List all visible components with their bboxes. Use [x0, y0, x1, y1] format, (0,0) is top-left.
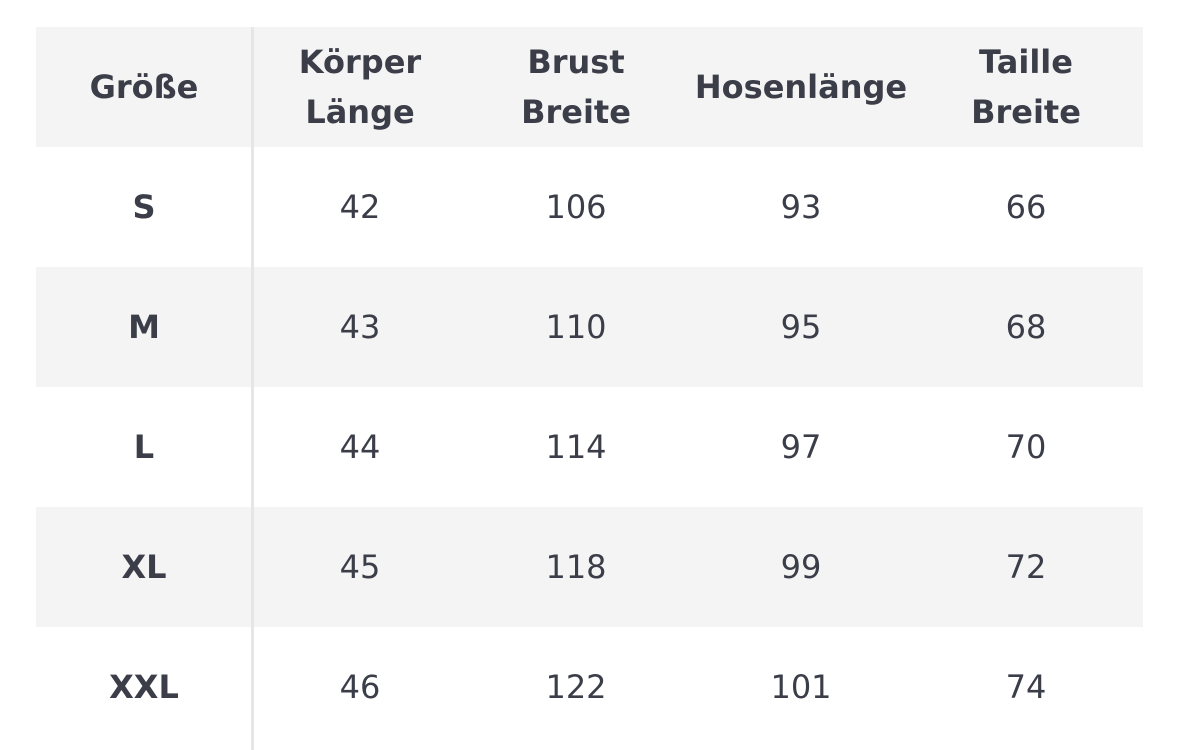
measurement: 97 [780, 428, 822, 466]
size-label: M [128, 308, 160, 346]
header-line: Taille [979, 43, 1073, 81]
measurement: 101 [770, 668, 832, 706]
measurement: 106 [545, 188, 607, 226]
measurement: 68 [1005, 308, 1047, 346]
measurement: 45 [339, 548, 381, 586]
measurement: 43 [339, 308, 381, 346]
measurement: 44 [339, 428, 381, 466]
header-cell: Brust Breite [468, 27, 684, 147]
measurement: 70 [1005, 428, 1047, 466]
header-row: Größe Körper Länge Brust Breite Hosenlänge Tai… [36, 27, 1143, 147]
measurement: 99 [780, 548, 822, 586]
header-cell: Größe [36, 27, 252, 147]
table-row: S 42 106 93 66 [36, 147, 1143, 267]
table-row: XXL 46 122 101 74 [36, 627, 1143, 747]
size-label: XXL [109, 668, 179, 706]
measurement: 66 [1005, 188, 1047, 226]
header-line: Körper [298, 43, 422, 81]
measurement: 95 [780, 308, 822, 346]
table-row: L 44 114 97 70 [36, 387, 1143, 507]
header-cell: Hosenlänge [684, 27, 918, 147]
size-label: XL [121, 548, 167, 586]
table-row: M 43 110 95 68 [36, 267, 1143, 387]
measurement: 72 [1005, 548, 1047, 586]
header-line: Länge [305, 93, 415, 131]
header-line: Breite [521, 93, 631, 131]
header-line: Hosenlänge [694, 68, 908, 106]
header-cell: Taille Breite [918, 27, 1134, 147]
measurement: 122 [545, 668, 607, 706]
measurement: 74 [1005, 668, 1047, 706]
header-cell: Körper Länge [252, 27, 468, 147]
measurement: 93 [780, 188, 822, 226]
header-line: Brust [527, 43, 625, 81]
column-separator [251, 27, 254, 750]
measurement: 42 [339, 188, 381, 226]
measurement: 46 [339, 668, 381, 706]
measurement: 118 [545, 548, 607, 586]
measurement: 110 [545, 308, 607, 346]
header-line: Größe [89, 68, 199, 106]
header-line: Breite [971, 93, 1081, 131]
size-label: L [133, 428, 155, 466]
measurement: 114 [545, 428, 607, 466]
size-label: S [132, 188, 156, 226]
table-row: XL 45 118 99 72 [36, 507, 1143, 627]
